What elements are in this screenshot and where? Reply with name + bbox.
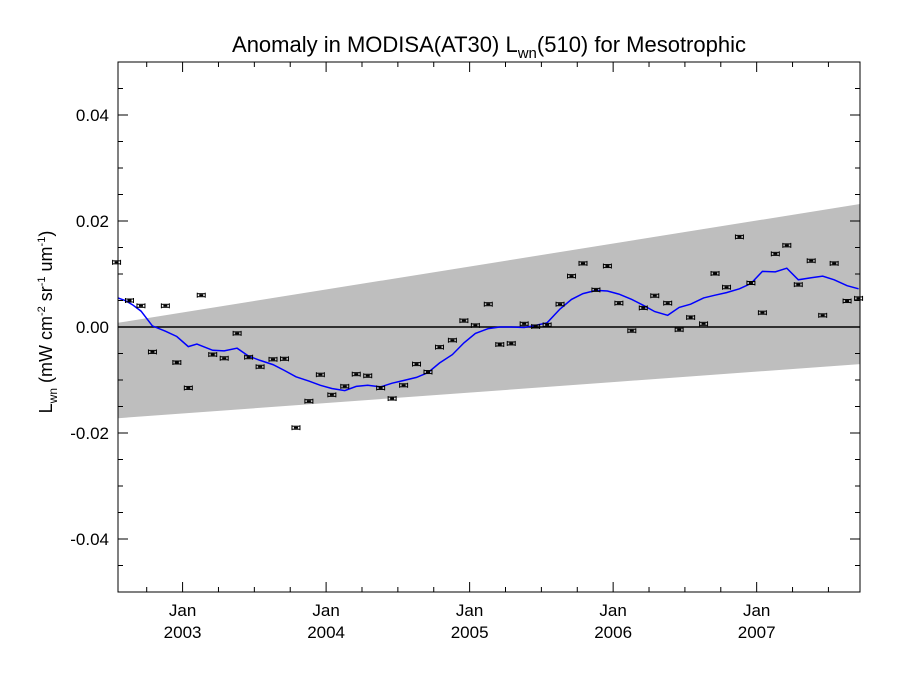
data-point: [340, 383, 350, 389]
y-axis-label-sup1: -2: [36, 306, 48, 316]
data-point: [686, 314, 696, 320]
chart-title-subscript: wn: [517, 45, 537, 62]
data-point: [650, 293, 660, 299]
x-tick-month-label: Jan: [312, 601, 339, 620]
smoothed-series-line: [117, 267, 859, 392]
data-point: [674, 327, 684, 333]
data-point: [854, 295, 864, 301]
x-tick-month-label: Jan: [456, 601, 483, 620]
data-point: [818, 312, 828, 318]
data-point: [470, 322, 480, 328]
y-axis-label-subscript: wn: [46, 388, 60, 404]
data-point: [793, 282, 803, 288]
data-point: [782, 242, 792, 248]
y-tick-label: -0.02: [70, 424, 109, 443]
data-point: [268, 356, 278, 362]
data-point: [627, 328, 637, 334]
prediction-band: [118, 204, 860, 419]
data-point: [412, 361, 422, 367]
data-point: [519, 321, 529, 327]
data-point: [291, 425, 301, 431]
data-point: [770, 251, 780, 257]
y-axis-label-units-mid2: um: [36, 246, 56, 276]
data-point: [591, 287, 601, 293]
data-point: [434, 344, 444, 350]
data-point: [327, 392, 337, 398]
data-point: [531, 323, 541, 329]
y-axis-label-units-open: (mW cm: [36, 316, 56, 388]
data-point: [136, 303, 146, 309]
data-point: [710, 270, 720, 276]
data-point: [829, 260, 839, 266]
x-tick-year-label: 2003: [164, 623, 202, 642]
y-axis-label-units-close: ): [36, 231, 56, 237]
data-point: [183, 385, 193, 391]
x-tick-month-label: Jan: [599, 601, 626, 620]
data-point: [387, 396, 397, 402]
data-point: [315, 372, 325, 378]
data-point: [842, 298, 852, 304]
y-tick-label: -0.04: [70, 530, 109, 549]
y-axis-label-sup3: -1: [36, 237, 48, 247]
chart-title-prefix: Anomaly in MODISA(AT30) L: [232, 32, 518, 57]
chart-title: Anomaly in MODISA(AT30) Lwn(510) for Mes…: [232, 32, 746, 62]
data-point: [351, 371, 361, 377]
y-tick-label: 0.04: [76, 106, 109, 125]
y-tick-label: 0.02: [76, 212, 109, 231]
x-tick-year-label: 2004: [307, 623, 345, 642]
data-point: [459, 318, 469, 324]
data-point: [244, 354, 254, 360]
chart-title-suffix: (510) for Mesotrophic: [537, 32, 746, 57]
data-point: [806, 258, 816, 264]
data-point: [506, 340, 516, 346]
data-point: [147, 349, 157, 355]
y-axis-label-main: L: [36, 403, 56, 413]
data-point: [542, 322, 552, 328]
data-point: [746, 280, 756, 286]
plot-area: -0.04 -0.02 0.00 0.02 0.04 Jan 2003 Jan 2004 Jan 2…: [70, 61, 864, 642]
data-point: [614, 300, 624, 306]
y-tick-label: 0.00: [76, 318, 109, 337]
data-point: [304, 398, 314, 404]
data-point: [447, 337, 457, 343]
data-point: [196, 292, 206, 298]
x-tick-month-label: Jan: [743, 601, 770, 620]
y-axis-label-sup2: -1: [36, 276, 48, 286]
data-point: [232, 330, 242, 336]
x-tick-month-label: Jan: [169, 601, 196, 620]
data-point: [160, 303, 170, 309]
x-tick-year-label: 2006: [594, 623, 632, 642]
y-axis-label-mid: sr: [36, 286, 56, 306]
data-point: [363, 373, 373, 379]
data-point: [376, 385, 386, 391]
data-point: [602, 263, 612, 269]
data-point: [399, 382, 409, 388]
y-axis-label: Lwn (mW cm-2 sr-1 um-1): [36, 231, 60, 414]
data-point: [208, 352, 218, 358]
data-point: [734, 234, 744, 240]
data-point: [578, 260, 588, 266]
data-point: [663, 300, 673, 306]
data-point: [722, 284, 732, 290]
data-point: [638, 305, 648, 311]
data-point: [112, 259, 122, 265]
data-point: [172, 360, 182, 366]
data-point: [483, 301, 493, 307]
data-point: [699, 321, 709, 327]
x-tick-year-label: 2005: [451, 623, 489, 642]
data-point: [555, 301, 565, 307]
data-point: [279, 356, 289, 362]
x-tick-year-label: 2007: [738, 623, 776, 642]
data-point: [423, 369, 433, 375]
data-point: [124, 298, 134, 303]
data-point: [567, 273, 577, 279]
data-point: [757, 310, 767, 316]
data-point: [255, 364, 265, 370]
data-point: [219, 355, 229, 361]
data-point: [495, 341, 505, 347]
